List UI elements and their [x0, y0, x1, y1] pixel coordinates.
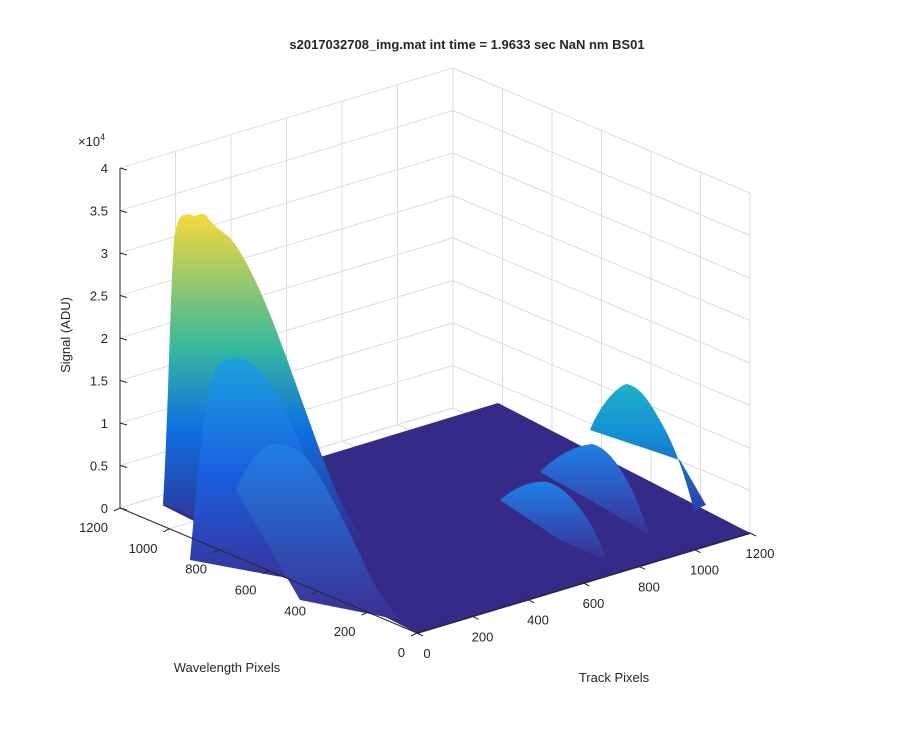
- z-tick-mark: [119, 380, 128, 383]
- z-axis-label: Signal (ADU): [58, 297, 73, 373]
- z-tick-label: 3: [101, 246, 108, 261]
- z-tick-mark: [119, 252, 128, 256]
- y-tick-mark: [262, 570, 269, 574]
- y-tick-mark: [113, 507, 121, 512]
- x-axis-label: Track Pixels: [579, 670, 650, 685]
- chart-title: s2017032708_img.mat int time = 1.9633 se…: [289, 37, 644, 52]
- tick-labels: 0200400600800100012000200400600800100012…: [79, 161, 774, 661]
- z-tick-mark: [119, 210, 128, 213]
- y-tick-mark: [410, 632, 418, 637]
- x-tick-mark: [583, 582, 590, 587]
- peak-right-back: [590, 384, 706, 510]
- grid-line: [452, 237, 751, 364]
- z-tick-label: 0.5: [90, 459, 108, 474]
- grid-line: [452, 280, 751, 406]
- peak-right-middle: [540, 444, 650, 536]
- z-tick-label: 1: [101, 416, 108, 431]
- x-tick-mark: [527, 599, 535, 604]
- z-tick-label: 3.5: [90, 204, 108, 219]
- axes-lines: [113, 167, 757, 637]
- y-tick-mark: [163, 528, 170, 533]
- x-tick-label: 200: [472, 629, 494, 644]
- y-tick-mark: [361, 611, 368, 616]
- z-tick-mark: [119, 507, 128, 511]
- z-tick-label: 2: [101, 331, 108, 346]
- y-tick-label: 600: [235, 583, 257, 598]
- x-tick-mark: [749, 532, 757, 537]
- z-tick-mark: [119, 422, 128, 426]
- z-tick-mark: [119, 295, 128, 298]
- x-tick-mark: [694, 549, 701, 554]
- grid-line: [452, 110, 751, 236]
- y-tick-mark: [212, 549, 220, 554]
- x-tick-label: 400: [527, 613, 549, 628]
- x-tick-mark: [472, 615, 479, 620]
- x-tick-mark: [416, 632, 424, 637]
- x-tick-label: 600: [583, 596, 605, 611]
- grid-line: [452, 322, 751, 449]
- peak-right-front: [500, 481, 606, 560]
- grid-line: [452, 195, 751, 321]
- y-tick-mark: [311, 590, 319, 595]
- grid-line: [452, 152, 751, 279]
- grid-line: [452, 67, 751, 194]
- z-tick-label: 4: [101, 161, 108, 176]
- grid-line: [119, 110, 454, 211]
- x-tick-mark: [638, 565, 646, 570]
- z-tick-label: 0: [101, 501, 108, 516]
- z-exponent: 4: [100, 132, 105, 142]
- z-multiplier: ×10: [78, 134, 100, 149]
- z-tick-mark: [119, 167, 128, 171]
- x-tick-label: 800: [638, 579, 660, 594]
- y-tick-label: 800: [185, 562, 207, 577]
- y-tick-label: 400: [284, 603, 306, 618]
- y-tick-label: 1200: [79, 520, 108, 535]
- peak-left-front: [236, 443, 400, 620]
- x-tick-label: 0: [423, 646, 430, 661]
- x-tick-label: 1200: [746, 546, 775, 561]
- surface-mesh: [162, 213, 751, 634]
- z-tick-label: 1.5: [90, 374, 108, 389]
- z-exponent-multiplier: ×104: [78, 132, 105, 149]
- z-tick-label: 2.5: [90, 289, 108, 304]
- y-tick-label: 200: [334, 624, 356, 639]
- x-tick-label: 1000: [690, 563, 719, 578]
- z-tick-mark: [119, 465, 128, 468]
- y-tick-label: 0: [398, 645, 405, 660]
- y-axis-label: Wavelength Pixels: [174, 660, 281, 675]
- grid-line: [119, 67, 454, 169]
- z-tick-mark: [119, 337, 128, 341]
- y-tick-label: 1000: [129, 541, 158, 556]
